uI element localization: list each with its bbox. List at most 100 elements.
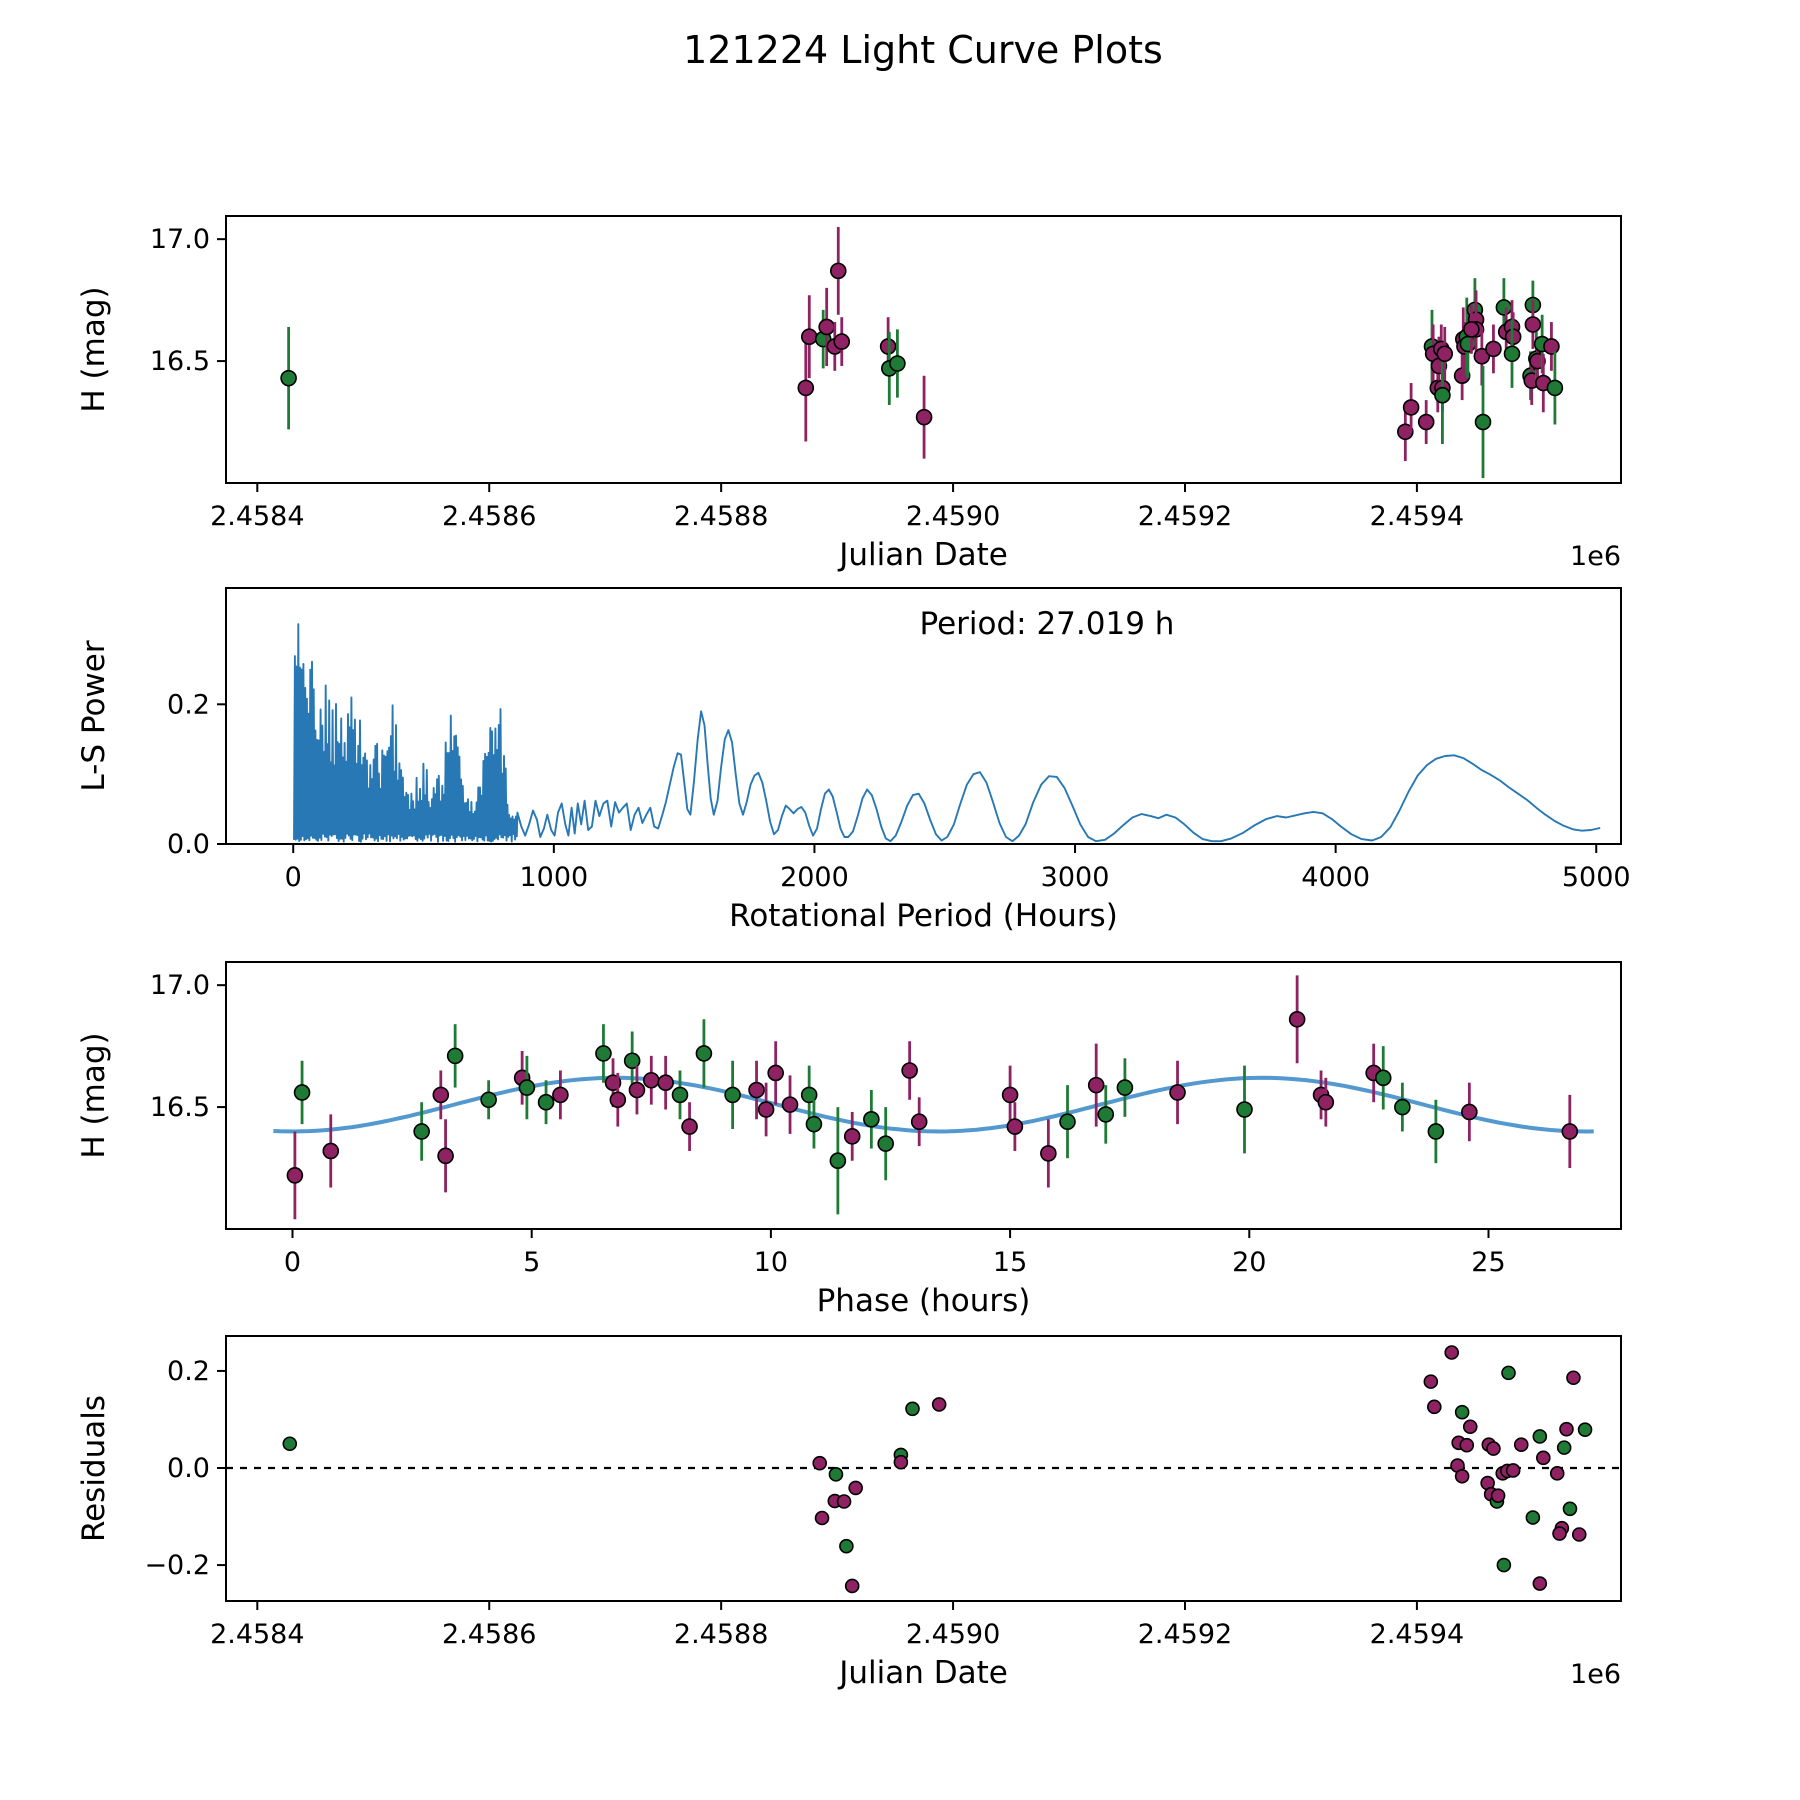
data-point [1549, 1466, 1565, 1481]
x-tick-label: 4000 [1301, 862, 1370, 893]
data-point [322, 1142, 340, 1160]
x-tick-label: 0 [285, 862, 302, 893]
data-point [1486, 1441, 1501, 1456]
y-axis-label: H (mag) [76, 286, 112, 412]
data-point [518, 1079, 536, 1096]
data-point [446, 1047, 464, 1065]
data-point [748, 1081, 765, 1099]
x-axis-label: Julian Date [837, 537, 1008, 573]
y-tick-label: 16.5 [150, 346, 210, 377]
y-tick-label: 0.0 [167, 1453, 210, 1484]
y-tick-label: 17.0 [150, 224, 210, 255]
y-tick-label: 17.0 [150, 970, 210, 1001]
x-tick-label: 5000 [1562, 862, 1631, 893]
x-tick-label: 2.4588 [674, 501, 768, 532]
data-point [695, 1045, 713, 1062]
data-point [805, 1115, 823, 1133]
data-point [1566, 1370, 1581, 1386]
data-point [889, 355, 906, 372]
data-point [413, 1123, 430, 1140]
x-tick-label: 2.4594 [1370, 1619, 1464, 1650]
data-point [1087, 1076, 1105, 1094]
data-point [1562, 1501, 1578, 1517]
x-tick-label: 3000 [1041, 862, 1110, 893]
data-point [1536, 1450, 1551, 1466]
data-point [432, 1086, 450, 1104]
y-tick-label: 0.2 [167, 689, 210, 720]
data-point [829, 1152, 847, 1170]
x-tick-label: 1000 [519, 862, 588, 893]
x-tick-label: 2.4592 [1138, 1619, 1232, 1650]
data-point [1454, 1468, 1470, 1484]
data-point [1496, 1557, 1512, 1573]
data-point [1463, 321, 1480, 338]
y-tick-label: −0.2 [144, 1550, 210, 1581]
data-point [767, 1064, 784, 1082]
data-point [797, 379, 815, 397]
data-point [1001, 1086, 1019, 1104]
axis-offset-label: 1e6 [1570, 1659, 1621, 1690]
data-point [1423, 1374, 1439, 1389]
y-axis-label: H (mag) [76, 1032, 112, 1158]
data-point [1559, 1421, 1574, 1437]
data-point [480, 1091, 497, 1109]
data-point [1513, 1437, 1529, 1453]
data-point [1417, 413, 1435, 431]
data-point [1532, 1429, 1548, 1444]
data-point [1459, 1437, 1475, 1453]
data-point [1427, 1399, 1442, 1415]
axes-spines [225, 587, 1622, 845]
data-point [800, 1086, 818, 1104]
figure-title: 121224 Light Curve Plots [683, 28, 1163, 72]
x-axis-label: Julian Date [837, 1655, 1008, 1691]
data-point [724, 1086, 741, 1104]
data-point [286, 1167, 304, 1184]
data-point [1462, 1419, 1478, 1435]
data-point [537, 1093, 555, 1111]
data-point [1473, 347, 1491, 365]
x-tick-label: 2.4590 [906, 501, 1000, 532]
axes-spines [225, 215, 1622, 484]
data-point [1577, 1422, 1593, 1437]
x-tick-label: 0 [284, 1247, 301, 1278]
x-tick-label: 2.4584 [210, 1619, 304, 1650]
y-tick-label: 0.0 [167, 829, 210, 860]
data-point [839, 1538, 854, 1554]
data-point [1546, 379, 1564, 397]
y-tick-label: 0.2 [167, 1356, 210, 1387]
data-point [1571, 1527, 1587, 1542]
data-point [671, 1086, 689, 1104]
x-tick-label: 15 [993, 1247, 1027, 1278]
data-point [863, 1110, 880, 1128]
x-tick-label: 2000 [780, 862, 849, 893]
axes-spines [225, 961, 1622, 1230]
data-point [814, 1510, 830, 1526]
x-tick-label: 2.4588 [674, 1619, 768, 1650]
data-point [812, 1455, 828, 1471]
data-point [781, 1096, 799, 1113]
data-point [1505, 1463, 1521, 1478]
data-point [843, 1128, 861, 1145]
data-point [628, 1081, 646, 1099]
data-point [1434, 386, 1451, 404]
data-point [1461, 1103, 1478, 1121]
data-point [1288, 1011, 1306, 1028]
data-point [552, 1086, 569, 1104]
data-point [282, 1436, 298, 1452]
data-point [1485, 340, 1502, 358]
data-point [1543, 338, 1560, 355]
x-tick-label: 2.4586 [442, 1619, 536, 1650]
data-point [1116, 1079, 1134, 1096]
data-point [829, 262, 847, 280]
data-point [1317, 1093, 1335, 1111]
data-point [800, 328, 818, 345]
x-tick-label: 25 [1471, 1247, 1505, 1278]
data-point [1436, 345, 1454, 363]
data-point [293, 1084, 311, 1101]
data-point [1552, 1526, 1567, 1541]
data-point [910, 1113, 928, 1131]
data-point [836, 1494, 852, 1509]
axis-offset-label: 1e6 [1570, 541, 1621, 572]
data-point [1490, 1488, 1506, 1503]
